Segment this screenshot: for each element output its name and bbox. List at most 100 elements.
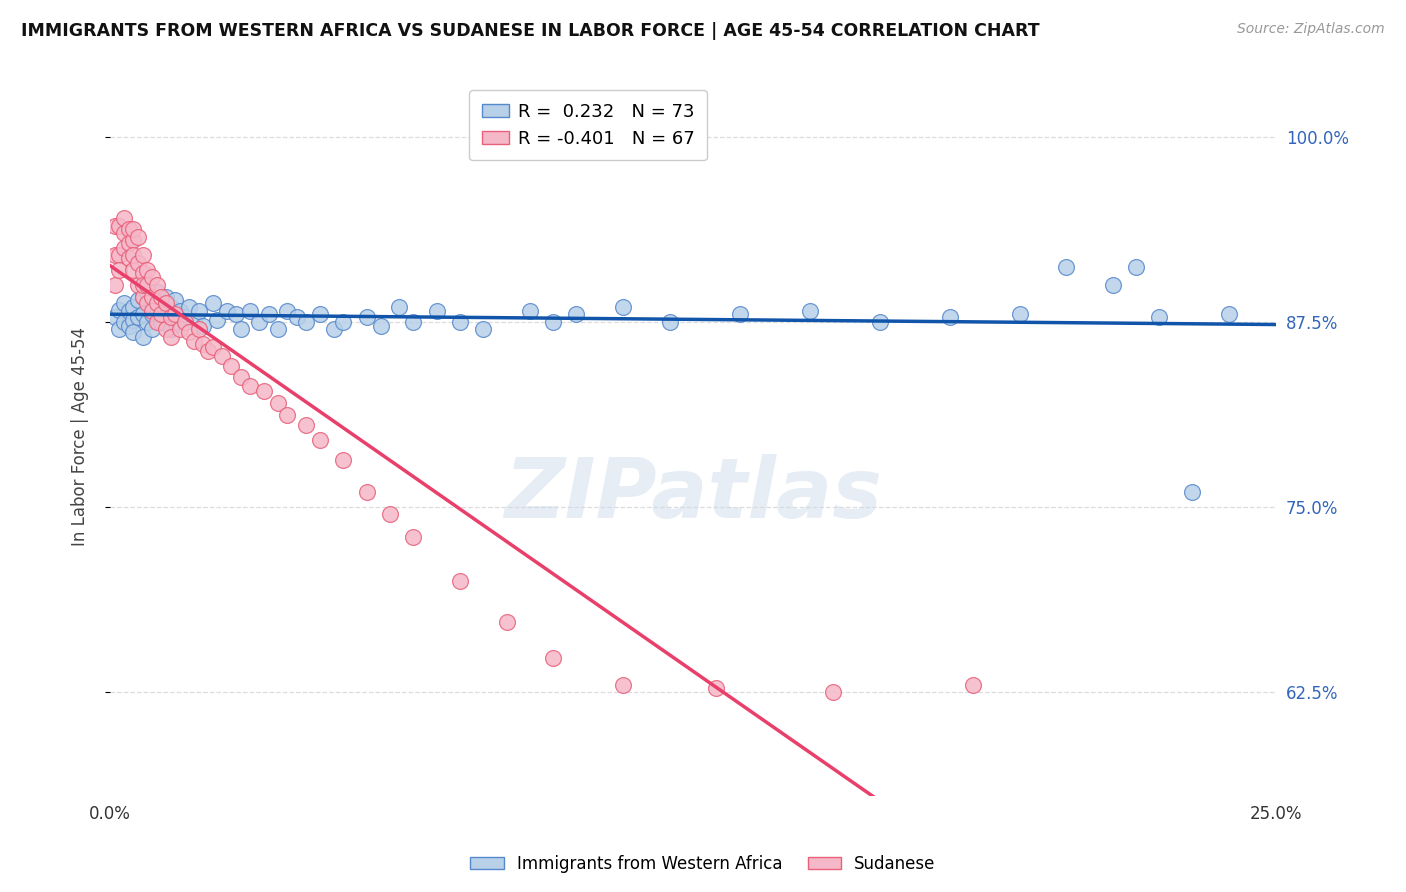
Point — [122, 325, 145, 339]
Point — [145, 315, 167, 329]
Point — [658, 315, 681, 329]
Point — [150, 295, 173, 310]
Point — [295, 315, 318, 329]
Point — [108, 248, 131, 262]
Point — [1181, 485, 1204, 500]
Point — [150, 307, 173, 321]
Point — [253, 384, 276, 399]
Point — [239, 304, 262, 318]
Point — [495, 615, 517, 630]
Point — [449, 574, 471, 588]
Point — [118, 221, 141, 235]
Point — [104, 277, 127, 292]
Point — [127, 293, 149, 307]
Point — [215, 304, 238, 318]
Point — [108, 219, 131, 233]
Point — [112, 211, 135, 226]
Point — [472, 322, 495, 336]
Point — [118, 304, 141, 318]
Point — [187, 322, 209, 336]
Point — [225, 307, 247, 321]
Point — [173, 310, 195, 325]
Point — [728, 307, 751, 321]
Point — [402, 315, 425, 329]
Point — [112, 226, 135, 240]
Point — [132, 307, 155, 321]
Point — [159, 300, 181, 314]
Point — [169, 322, 191, 336]
Point — [183, 315, 205, 329]
Point — [612, 678, 634, 692]
Point — [127, 277, 149, 292]
Point — [425, 304, 447, 318]
Point — [118, 251, 141, 265]
Point — [136, 277, 159, 292]
Point — [402, 530, 425, 544]
Point — [155, 310, 177, 325]
Point — [1008, 307, 1031, 321]
Point — [132, 329, 155, 343]
Point — [962, 678, 984, 692]
Point — [108, 302, 131, 317]
Point — [136, 295, 159, 310]
Point — [159, 322, 181, 336]
Point — [183, 334, 205, 348]
Point — [122, 221, 145, 235]
Point — [332, 452, 354, 467]
Point — [150, 290, 173, 304]
Point — [159, 310, 181, 325]
Point — [155, 322, 177, 336]
Point — [378, 508, 401, 522]
Point — [108, 322, 131, 336]
Point — [122, 300, 145, 314]
Point — [132, 277, 155, 292]
Point — [388, 300, 411, 314]
Text: IMMIGRANTS FROM WESTERN AFRICA VS SUDANESE IN LABOR FORCE | AGE 45-54 CORRELATIO: IMMIGRANTS FROM WESTERN AFRICA VS SUDANE… — [21, 22, 1039, 40]
Point — [118, 319, 141, 334]
Text: Source: ZipAtlas.com: Source: ZipAtlas.com — [1237, 22, 1385, 37]
Point — [938, 310, 960, 325]
Point — [1125, 260, 1147, 274]
Point — [127, 255, 149, 269]
Point — [141, 322, 163, 336]
Point — [141, 307, 163, 321]
Point — [197, 344, 219, 359]
Point — [356, 310, 378, 325]
Point — [239, 378, 262, 392]
Point — [155, 290, 177, 304]
Point — [356, 485, 378, 500]
Point — [309, 434, 332, 448]
Point — [1218, 307, 1240, 321]
Point — [104, 248, 127, 262]
Point — [221, 359, 243, 374]
Point — [141, 290, 163, 304]
Point — [155, 295, 177, 310]
Y-axis label: In Labor Force | Age 45-54: In Labor Force | Age 45-54 — [72, 327, 89, 546]
Point — [132, 248, 155, 262]
Point — [229, 369, 252, 384]
Point — [122, 248, 145, 262]
Point — [118, 236, 141, 251]
Point — [104, 219, 127, 233]
Point — [145, 307, 167, 321]
Point — [136, 285, 159, 300]
Point — [165, 307, 187, 321]
Point — [541, 315, 564, 329]
Point — [869, 315, 891, 329]
Point — [122, 263, 145, 277]
Point — [276, 408, 298, 422]
Point — [193, 319, 215, 334]
Point — [127, 230, 149, 244]
Point — [187, 304, 209, 318]
Point — [132, 266, 155, 280]
Point — [169, 304, 191, 318]
Point — [141, 270, 163, 285]
Point — [104, 310, 127, 325]
Point — [136, 263, 159, 277]
Point — [247, 315, 270, 329]
Point — [370, 319, 392, 334]
Point — [207, 313, 229, 327]
Point — [309, 307, 332, 321]
Point — [132, 290, 155, 304]
Point — [159, 329, 181, 343]
